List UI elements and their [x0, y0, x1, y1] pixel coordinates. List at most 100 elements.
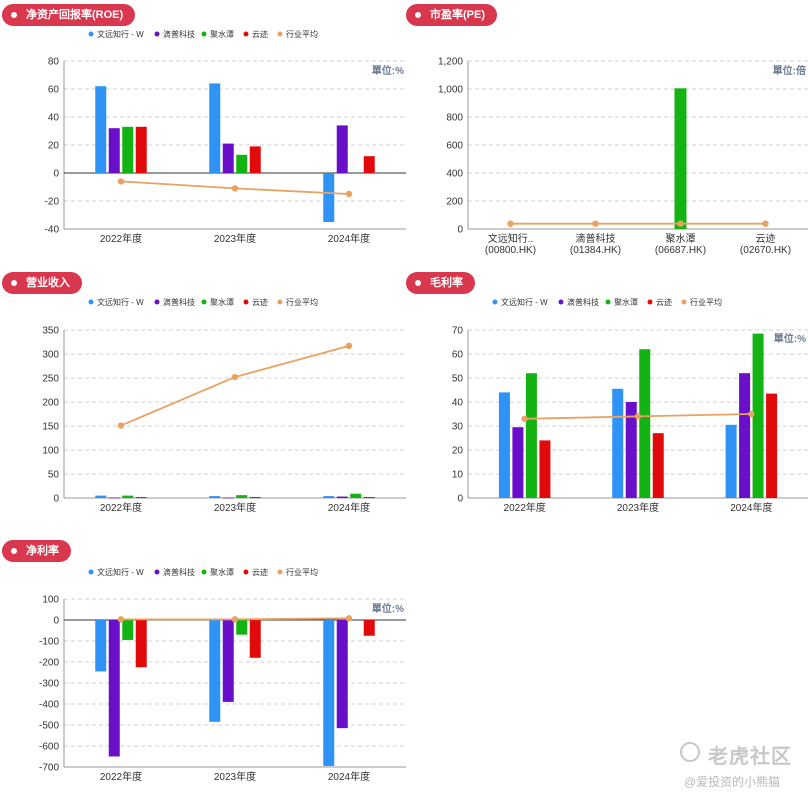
net-margin-chart: -700 -600 -500 -400 -300 -200 -100 0 100 單位:% 文远知行…	[39, 567, 406, 783]
bar	[222, 497, 234, 499]
roe-title-pill: 净资产回报率(ROE)	[2, 4, 136, 26]
y-tick-label: -300	[39, 679, 59, 690]
gross-margin-title: 毛利率	[430, 277, 463, 289]
legend-label: 聚水潭	[210, 297, 234, 307]
bar	[249, 620, 261, 658]
average-point	[345, 190, 353, 198]
average-point	[521, 415, 528, 422]
bar	[209, 83, 221, 173]
unit-label: 單位:%	[372, 602, 404, 615]
bar	[108, 620, 120, 757]
legend-marker	[201, 299, 207, 305]
x-tick-label: (00800.HK)	[485, 245, 536, 256]
gross-margin-chart: 0 10 20 30 40 50 60 70 單位:% 文远知行 - W 滴普科技 聚水潭 云迹 行业平均…	[452, 297, 808, 514]
legend-label: 云迹	[252, 29, 268, 39]
x-tick-label: (02670.HK)	[740, 245, 791, 256]
legend-label: 云迹	[252, 567, 268, 577]
legend-marker	[277, 31, 283, 37]
y-tick-label: 250	[42, 374, 59, 385]
bar	[725, 424, 737, 498]
average-point	[507, 220, 514, 227]
net_margin-plot: -700 -600 -500 -400 -300 -200 -100 0 100 單位:% 文远知行…	[39, 567, 406, 783]
roe-title: 净资产回报率(ROE)	[26, 9, 124, 21]
legend-marker	[492, 299, 498, 305]
legend-label: 文远知行 - W	[97, 567, 144, 577]
x-tick-label: 云迹	[756, 232, 776, 245]
legend-marker	[88, 31, 94, 37]
unit-label: 單位:倍	[773, 64, 806, 77]
x-tick-label: 文远知行..	[488, 232, 534, 245]
y-tick-label: 60	[452, 350, 464, 361]
y-tick-label: -100	[39, 637, 59, 648]
bar	[363, 620, 375, 636]
y-tick-label: 150	[42, 422, 59, 433]
pe-title: 市盈率(PE)	[430, 9, 485, 21]
bar	[135, 497, 147, 498]
revenue-title-pill: 营业收入	[2, 272, 82, 294]
bar	[336, 496, 348, 498]
bar	[222, 620, 234, 702]
bar	[323, 620, 335, 766]
average-point	[677, 220, 684, 227]
bar	[639, 349, 651, 498]
legend-marker	[647, 299, 653, 305]
y-tick-label: 50	[452, 374, 464, 385]
bar	[512, 427, 524, 498]
legend-marker	[681, 299, 687, 305]
y-tick-label: 20	[48, 141, 60, 152]
bar	[323, 173, 335, 222]
legend-marker	[88, 569, 94, 575]
net-margin-title: 净利率	[26, 545, 59, 557]
legend-label: 滴普科技	[163, 567, 195, 577]
legend-label: 文远知行 - W	[501, 297, 548, 307]
legend-label: 云迹	[656, 297, 672, 307]
legend-marker	[605, 299, 611, 305]
legend-label: 聚水潭	[210, 567, 234, 577]
x-tick-label: 2023年度	[617, 501, 659, 514]
legend-label: 聚水潭	[614, 297, 638, 307]
average-point	[231, 373, 239, 381]
bar	[135, 126, 147, 173]
bar	[135, 620, 147, 668]
bar	[652, 433, 664, 498]
revenue-panel: 营业收入 0 50 100 150 200 250 300 350 文远知行 - W 滴普科技 聚水…	[0, 268, 406, 536]
y-tick-label: 50	[48, 470, 60, 481]
y-tick-label: 70	[452, 326, 464, 337]
x-tick-label: 2023年度	[214, 501, 256, 514]
bar	[108, 128, 120, 173]
average-point	[762, 220, 769, 227]
average-point	[748, 410, 755, 418]
x-tick-label: 2024年度	[328, 232, 370, 245]
average-point	[117, 178, 125, 185]
pe-chart: 0 200 400 600 800 1,000 1,200 單位:倍文远知行..(00800.…	[438, 57, 808, 256]
bar	[363, 156, 375, 173]
y-tick-label: -400	[39, 700, 59, 711]
y-tick-label: 100	[42, 446, 59, 457]
y-tick-label: 60	[48, 85, 60, 96]
legend-marker	[277, 569, 283, 575]
legend-marker	[243, 569, 249, 575]
net-margin-panel: 净利率 -700 -600 -500 -400 -300 -200 -100 0 100 單位:%…	[0, 536, 406, 804]
bar	[674, 88, 687, 229]
roe-plot: -40 -20 0 20 40 60 80 單位:% 文远知行 - W 滴普科技 聚水潭 云迹 行业平均…	[45, 29, 406, 245]
roe-panel: 净资产回报率(ROE) -40 -20 0 20 40 60 80 單位:% 文远知行 - W 滴…	[0, 0, 406, 268]
bar	[236, 154, 248, 173]
x-tick-label: 2023年度	[214, 232, 256, 245]
y-tick-label: 1,200	[438, 57, 463, 68]
legend-label: 文远知行 - W	[97, 297, 144, 307]
bar	[122, 620, 134, 640]
roe-chart: -40 -20 0 20 40 60 80 單位:% 文远知行 - W 滴普科技 聚水潭 云迹 行业平均…	[45, 29, 406, 245]
bar	[236, 620, 248, 635]
x-tick-label: 2022年度	[100, 232, 142, 245]
bar	[95, 620, 107, 672]
legend-marker	[201, 31, 207, 37]
bar	[209, 496, 221, 498]
y-tick-label: -200	[39, 658, 59, 669]
bar	[739, 373, 751, 498]
average-point	[345, 342, 353, 350]
legend-label: 滴普科技	[163, 297, 195, 307]
x-tick-label: 聚水潭	[666, 233, 696, 245]
y-tick-label: 40	[48, 113, 60, 124]
pe-panel: 市盈率(PE) 0 200 400 600 800 1,000 1,200 單位:倍 文远知行.…	[404, 0, 808, 268]
bar	[122, 495, 134, 498]
